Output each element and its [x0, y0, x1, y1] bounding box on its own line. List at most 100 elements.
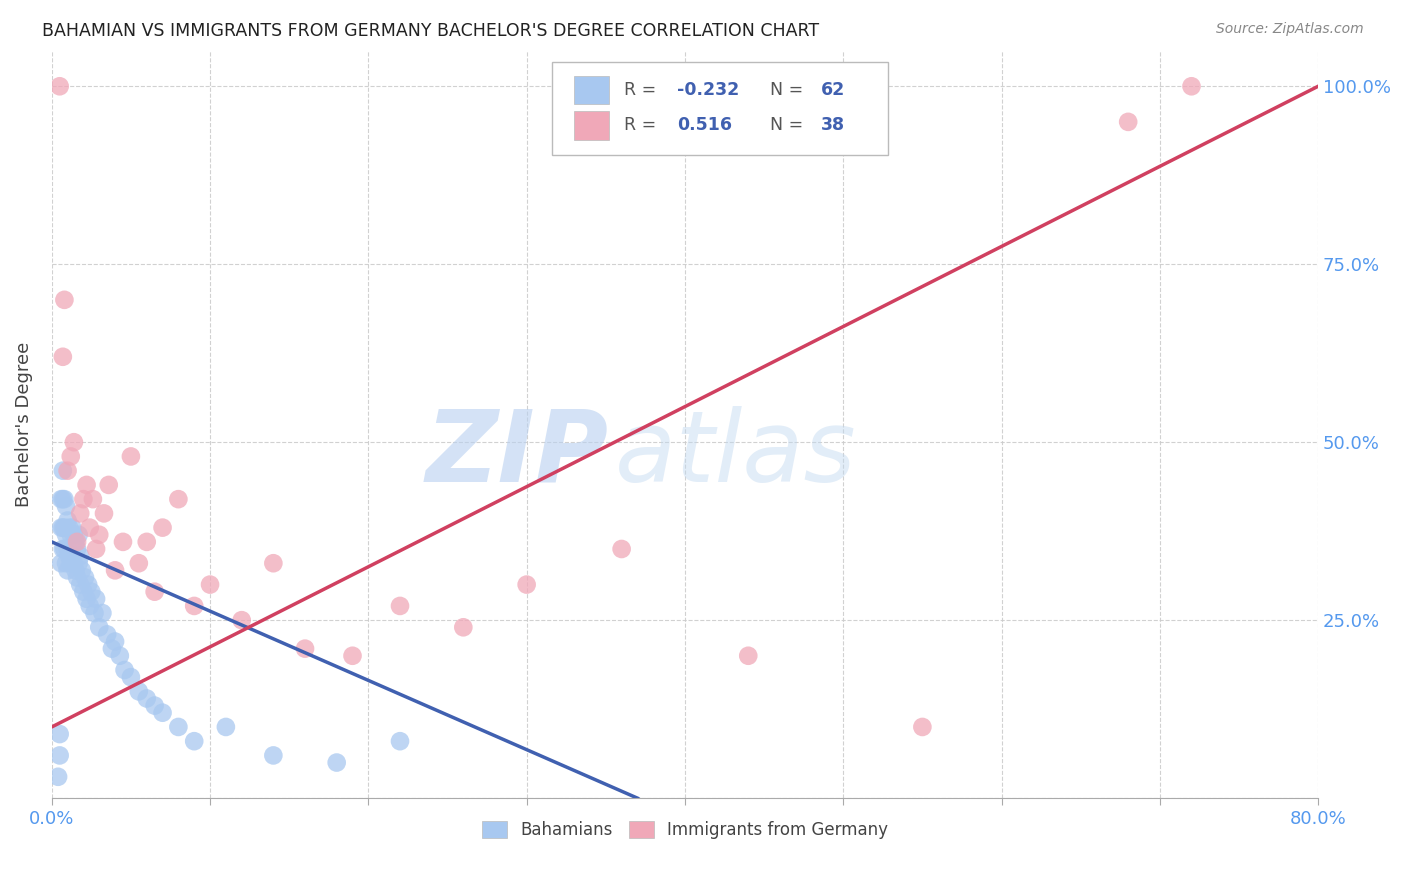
- Point: [83, 606, 105, 620]
- Point: [52, 541, 75, 556]
- Point: [388, 734, 411, 748]
- Text: ZIP: ZIP: [426, 406, 609, 503]
- Point: [80, 584, 103, 599]
- Point: [342, 648, 364, 663]
- Point: [737, 648, 759, 663]
- Point: [114, 663, 136, 677]
- Point: [231, 613, 253, 627]
- Point: [911, 720, 934, 734]
- Point: [72, 584, 94, 599]
- FancyBboxPatch shape: [553, 62, 887, 155]
- Point: [135, 534, 157, 549]
- Point: [67, 527, 90, 541]
- Point: [84, 541, 107, 556]
- Point: [104, 634, 127, 648]
- Point: [76, 478, 98, 492]
- Point: [79, 599, 101, 613]
- Point: [65, 563, 87, 577]
- Point: [59, 527, 82, 541]
- Point: [58, 521, 80, 535]
- Point: [453, 620, 475, 634]
- Bar: [574, 76, 609, 104]
- Text: Source: ZipAtlas.com: Source: ZipAtlas.com: [1216, 22, 1364, 37]
- Point: [111, 534, 134, 549]
- Point: [101, 641, 124, 656]
- Point: [58, 549, 80, 563]
- Point: [262, 556, 284, 570]
- Point: [48, 748, 70, 763]
- Point: [610, 541, 633, 556]
- Point: [152, 706, 174, 720]
- Point: [51, 492, 73, 507]
- Legend: Bahamians, Immigrants from Germany: Bahamians, Immigrants from Germany: [475, 814, 896, 846]
- Point: [69, 549, 91, 563]
- Point: [53, 521, 76, 535]
- Point: [55, 556, 77, 570]
- Point: [104, 563, 127, 577]
- Point: [48, 79, 70, 94]
- Point: [46, 770, 69, 784]
- Point: [66, 534, 89, 549]
- Point: [1116, 115, 1139, 129]
- Point: [51, 556, 73, 570]
- Point: [1180, 79, 1202, 94]
- Point: [51, 521, 73, 535]
- Point: [48, 727, 70, 741]
- Point: [60, 521, 83, 535]
- Point: [183, 599, 205, 613]
- Point: [294, 641, 316, 656]
- Text: R =: R =: [624, 117, 657, 135]
- Point: [53, 293, 76, 307]
- Point: [56, 514, 79, 528]
- Point: [69, 577, 91, 591]
- Point: [66, 570, 89, 584]
- Point: [198, 577, 221, 591]
- Text: N =: N =: [770, 81, 803, 99]
- Point: [69, 507, 91, 521]
- Point: [53, 541, 76, 556]
- Point: [128, 556, 150, 570]
- Point: [167, 492, 190, 507]
- Point: [70, 563, 93, 577]
- Point: [67, 556, 90, 570]
- Point: [135, 691, 157, 706]
- Point: [82, 492, 104, 507]
- Point: [65, 534, 87, 549]
- Point: [183, 734, 205, 748]
- Point: [388, 599, 411, 613]
- Point: [63, 527, 86, 541]
- Point: [56, 563, 79, 577]
- Point: [120, 670, 142, 684]
- Point: [89, 620, 111, 634]
- Text: R =: R =: [624, 81, 657, 99]
- Text: 0.516: 0.516: [678, 117, 733, 135]
- Bar: [574, 112, 609, 140]
- Point: [60, 549, 83, 563]
- Point: [66, 541, 89, 556]
- Point: [52, 350, 75, 364]
- Point: [79, 521, 101, 535]
- Text: 38: 38: [821, 117, 845, 135]
- Text: -0.232: -0.232: [678, 81, 740, 99]
- Point: [55, 527, 77, 541]
- Text: 62: 62: [821, 81, 845, 99]
- Point: [52, 521, 75, 535]
- Point: [52, 492, 75, 507]
- Point: [56, 541, 79, 556]
- Point: [77, 577, 100, 591]
- Point: [152, 521, 174, 535]
- Point: [97, 478, 120, 492]
- Point: [128, 684, 150, 698]
- Point: [63, 435, 86, 450]
- Point: [63, 556, 86, 570]
- Point: [89, 527, 111, 541]
- Point: [96, 627, 118, 641]
- Point: [143, 584, 166, 599]
- Point: [167, 720, 190, 734]
- Point: [108, 648, 131, 663]
- Point: [56, 464, 79, 478]
- Point: [120, 450, 142, 464]
- Point: [53, 492, 76, 507]
- Text: BAHAMIAN VS IMMIGRANTS FROM GERMANY BACHELOR'S DEGREE CORRELATION CHART: BAHAMIAN VS IMMIGRANTS FROM GERMANY BACH…: [42, 22, 820, 40]
- Y-axis label: Bachelor's Degree: Bachelor's Degree: [15, 342, 32, 507]
